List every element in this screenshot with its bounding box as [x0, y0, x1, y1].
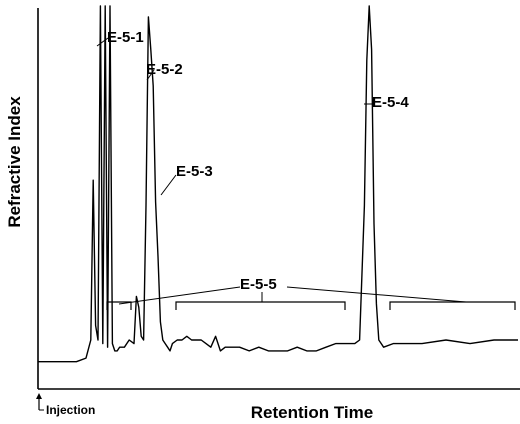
leader-line [96, 37, 109, 47]
bracket [389, 301, 516, 310]
injection-label: Injection [46, 403, 95, 417]
peak-label-e-5-2: E-5-2 [146, 61, 183, 81]
injection-marker: Injection [36, 393, 95, 417]
bracket [175, 301, 346, 310]
peak-label-e-5-4: E-5-4 [364, 94, 409, 111]
leader-line [160, 174, 177, 196]
bracket [106, 301, 132, 310]
leader-line [118, 286, 241, 305]
peak-label-text: E-5-1 [107, 29, 144, 46]
peak-label-text: E-5-4 [372, 94, 409, 111]
peak-label-e-5-1: E-5-1 [96, 29, 144, 47]
peak-label-text: E-5-3 [176, 163, 213, 180]
y-axis-title: Refractive Index [5, 96, 24, 228]
chromatogram-trace [38, 5, 518, 363]
peak-label-e-5-3: E-5-3 [160, 163, 213, 196]
leader-line [146, 69, 155, 81]
arrow-up-icon [36, 393, 42, 399]
peak-label-e-5-5: E-5-5 [106, 276, 516, 310]
peak-label-text: E-5-5 [240, 276, 277, 293]
x-axis-title: Retention Time [251, 403, 373, 422]
leader-line [286, 286, 467, 303]
peak-label-text: E-5-2 [146, 61, 183, 78]
